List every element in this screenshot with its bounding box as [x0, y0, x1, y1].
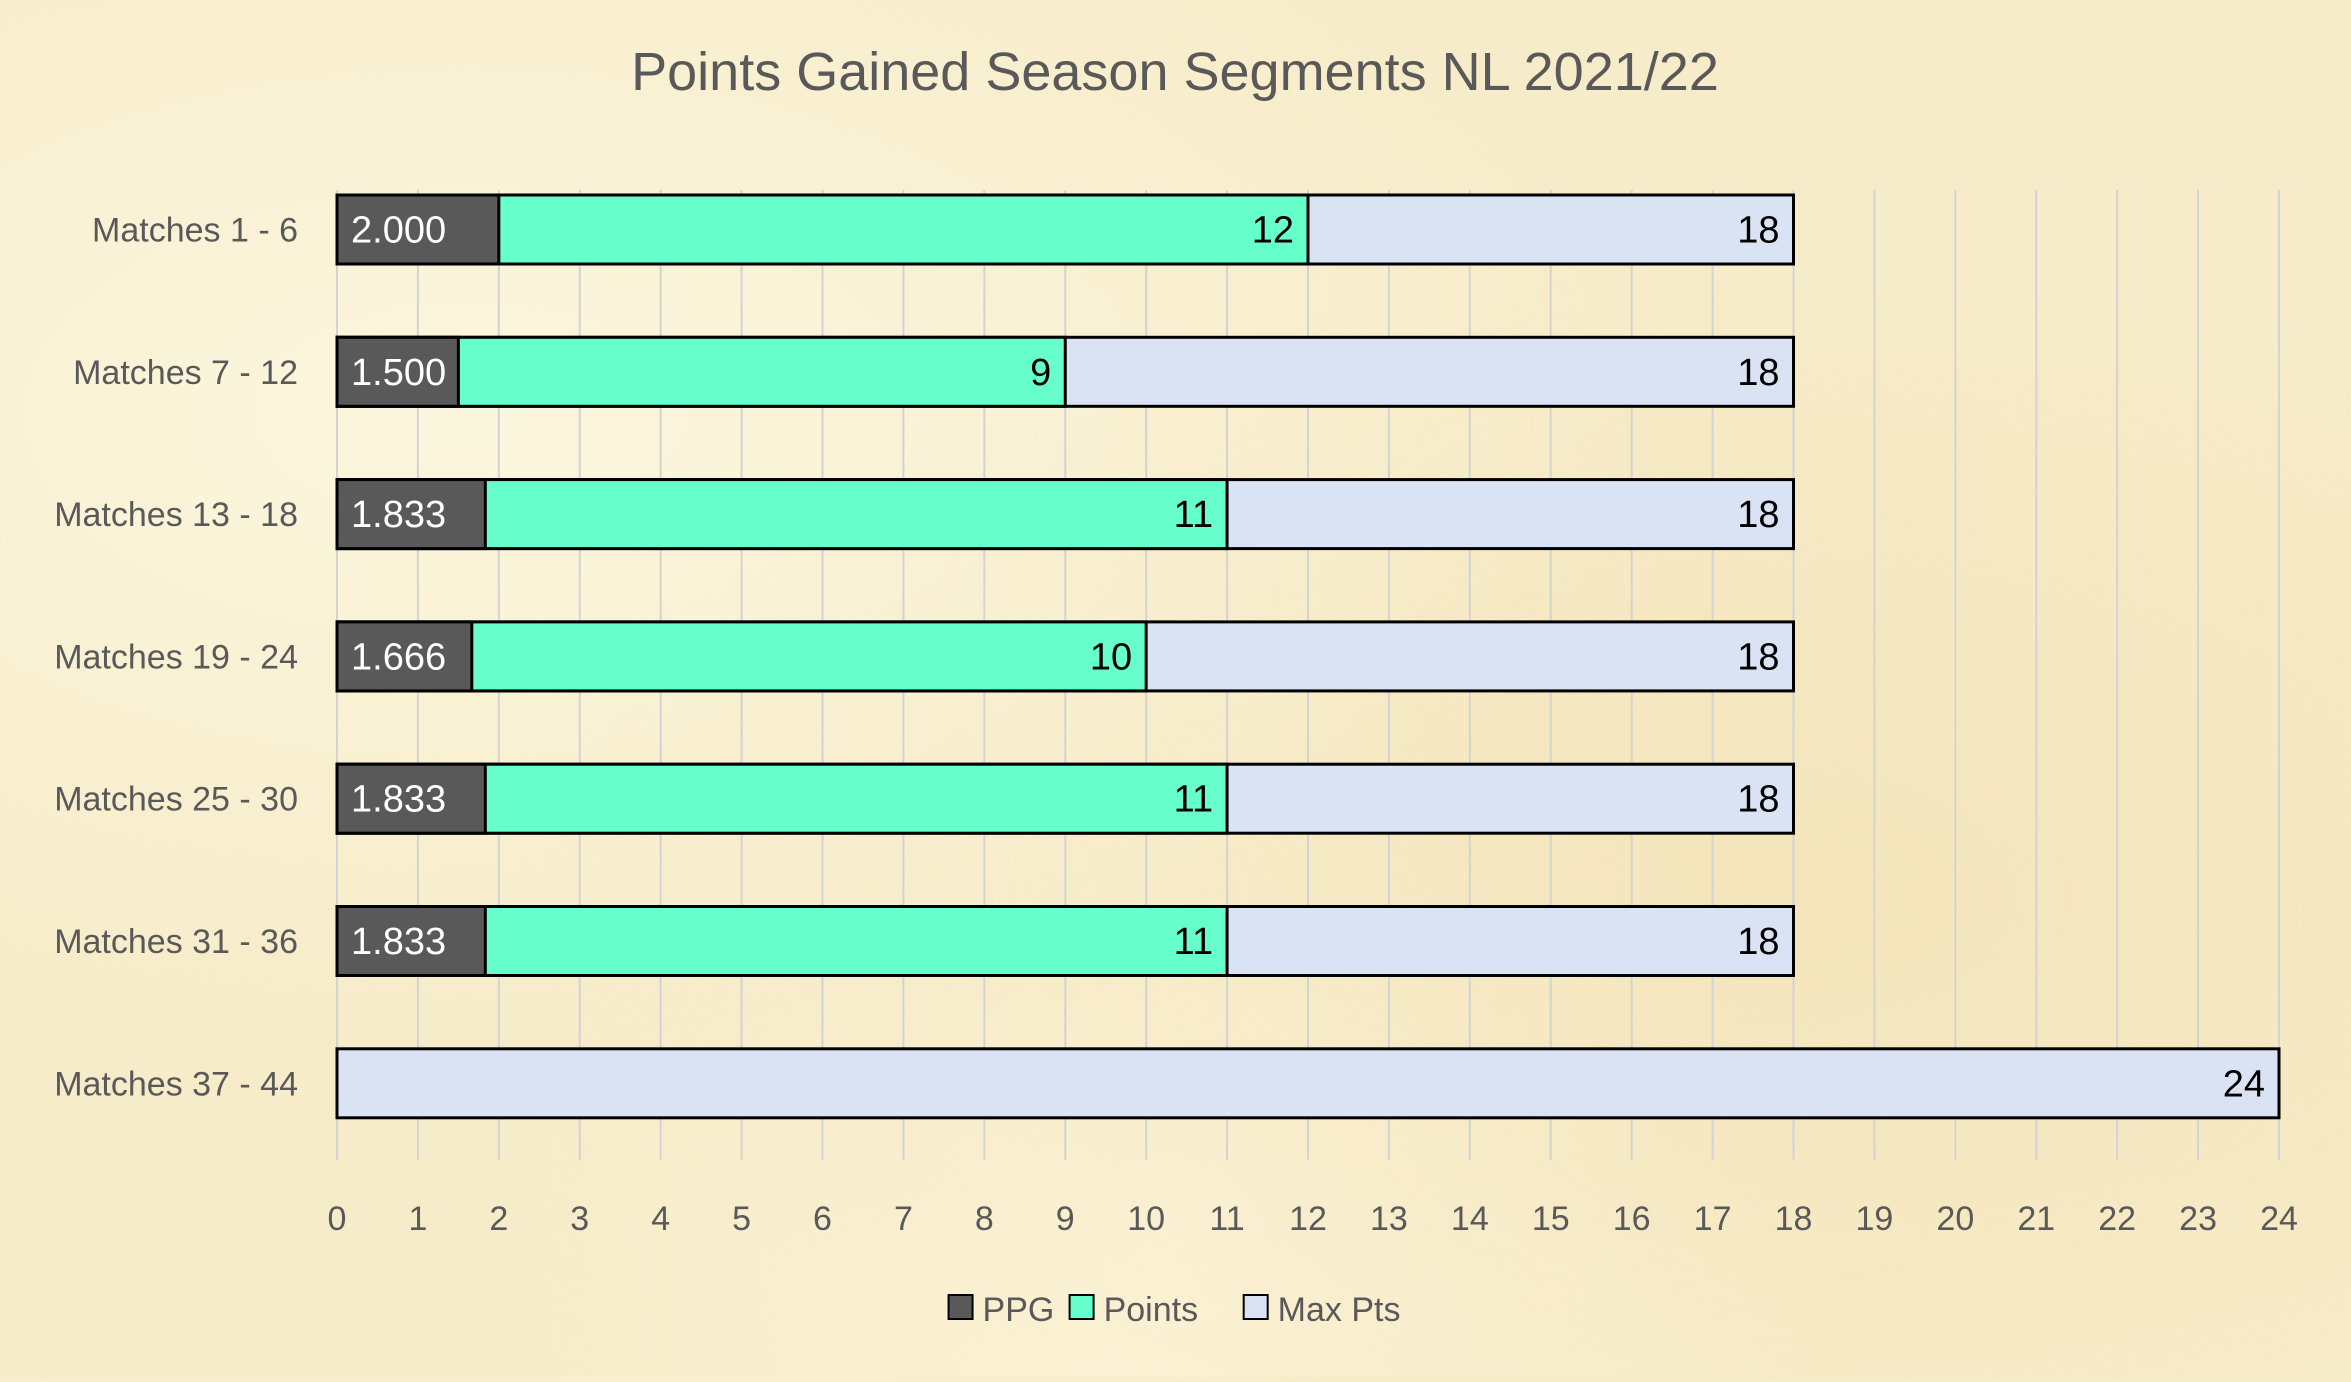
y-category-label: Matches 31 - 36 — [54, 923, 298, 961]
legend-label: Max Pts — [1278, 1291, 1401, 1329]
data-label: 9 — [1030, 352, 1051, 394]
data-label: 11 — [1174, 921, 1213, 963]
x-tick-label: 18 — [1775, 1200, 1813, 1238]
x-tick-label: 4 — [651, 1200, 670, 1238]
bar — [335, 478, 487, 551]
data-label: 1.833 — [351, 921, 446, 963]
x-tick-label: 5 — [732, 1200, 751, 1238]
x-tick-label: 2 — [489, 1200, 508, 1238]
y-category-label: Matches 37 - 44 — [54, 1065, 298, 1103]
legend: PPG Points Max Pts — [947, 1291, 1401, 1329]
x-axis-ticks: 0 1 2 3 4 5 6 7 8 9 10 11 12 13 14 15 16 17 18 19 20 21 22 23 24 — [328, 1200, 2298, 1238]
x-tick-label: 21 — [2017, 1200, 2055, 1238]
x-tick-label: 22 — [2098, 1200, 2136, 1238]
data-label: 18 — [1737, 779, 1779, 821]
x-tick-label: 12 — [1289, 1200, 1327, 1238]
legend-swatch — [1068, 1294, 1095, 1320]
x-tick-label: 13 — [1370, 1200, 1408, 1238]
legend-swatch — [947, 1294, 974, 1320]
data-label: 18 — [1737, 636, 1779, 678]
x-tick-label: 7 — [894, 1200, 913, 1238]
data-label: 18 — [1737, 494, 1779, 536]
legend-label: Points — [1104, 1291, 1199, 1329]
bar — [335, 762, 487, 835]
data-label: 18 — [1737, 210, 1779, 252]
data-label: 18 — [1737, 921, 1779, 963]
data-label: 1.500 — [351, 352, 446, 394]
data-label: 24 — [2223, 1063, 2265, 1105]
x-tick-label: 23 — [2179, 1200, 2217, 1238]
y-category-label: Matches 7 - 12 — [73, 354, 298, 392]
x-tick-label: 3 — [570, 1200, 589, 1238]
bar — [335, 335, 460, 408]
bars — [335, 193, 2281, 1120]
legend-label: PPG — [983, 1291, 1055, 1329]
data-label: 1.833 — [351, 494, 446, 536]
data-label: 18 — [1737, 352, 1779, 394]
bar — [335, 1047, 2281, 1120]
x-tick-label: 0 — [328, 1200, 347, 1238]
x-tick-label: 24 — [2260, 1200, 2298, 1238]
data-label: 1.666 — [351, 636, 446, 678]
x-tick-label: 16 — [1613, 1200, 1651, 1238]
x-tick-label: 9 — [1056, 1200, 1075, 1238]
data-label: 12 — [1252, 210, 1294, 252]
x-tick-label: 15 — [1532, 1200, 1570, 1238]
x-tick-label: 10 — [1127, 1200, 1165, 1238]
bar — [335, 905, 487, 977]
chart-title: Points Gained Season Segments NL 2021/22 — [631, 42, 1719, 102]
x-tick-label: 17 — [1694, 1200, 1732, 1238]
x-tick-label: 1 — [408, 1200, 427, 1238]
y-category-label: Matches 1 - 6 — [92, 212, 298, 250]
y-category-label: Matches 25 - 30 — [54, 781, 298, 819]
x-tick-label: 14 — [1451, 1200, 1489, 1238]
data-label: 10 — [1090, 636, 1132, 678]
legend-swatch — [1242, 1294, 1269, 1320]
y-category-label: Matches 13 - 18 — [54, 496, 298, 534]
data-label: 11 — [1174, 779, 1213, 821]
x-tick-label: 19 — [1856, 1200, 1894, 1238]
y-category-label: Matches 19 - 24 — [54, 638, 298, 676]
x-tick-label: 20 — [1936, 1200, 1974, 1238]
data-labels: 18 18 18 18 18 18 24 12 9 11 10 11 11 2.000 1.500 1.833… — [351, 210, 2265, 1106]
data-label: 1.833 — [351, 779, 446, 821]
y-axis-categories: Matches 1 - 6 Matches 7 - 12 Matches 13 - … — [54, 212, 298, 1104]
data-label: 2.000 — [351, 210, 446, 252]
x-tick-label: 11 — [1209, 1200, 1244, 1238]
bar — [335, 620, 474, 693]
x-tick-label: 6 — [813, 1200, 832, 1238]
x-tick-label: 8 — [975, 1200, 994, 1238]
data-label: 11 — [1174, 494, 1213, 536]
bar — [335, 193, 501, 266]
